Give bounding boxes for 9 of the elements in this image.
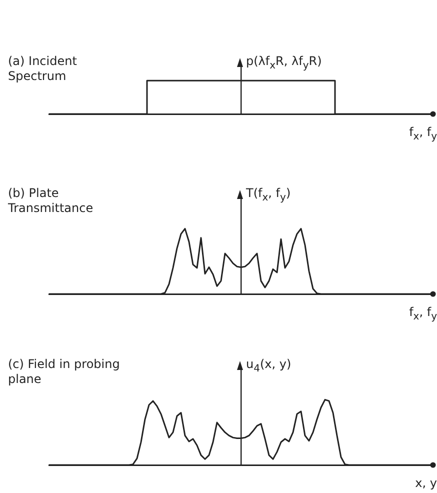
- x-axis-title: f$_{x}$, f$_{y}$: [409, 305, 437, 324]
- chart-title: (a) Incident Spectrum: [8, 54, 78, 84]
- y-axis-title: T(f$_{x}$, f$_{y}$): [246, 186, 291, 206]
- y-axis-title: u$_{4}$(x, y): [246, 357, 292, 376]
- chart-title: (c) Field in probing plane: [8, 357, 121, 387]
- y-axis-title: p(λf$_{x}$R, λf$_{y}$R): [246, 54, 322, 74]
- x-axis-title: x, y: [415, 476, 437, 491]
- chart-title: (b) Plate Transmittance: [8, 186, 94, 216]
- x-axis-title: f$_{x}$, f$_{y}$: [409, 125, 437, 144]
